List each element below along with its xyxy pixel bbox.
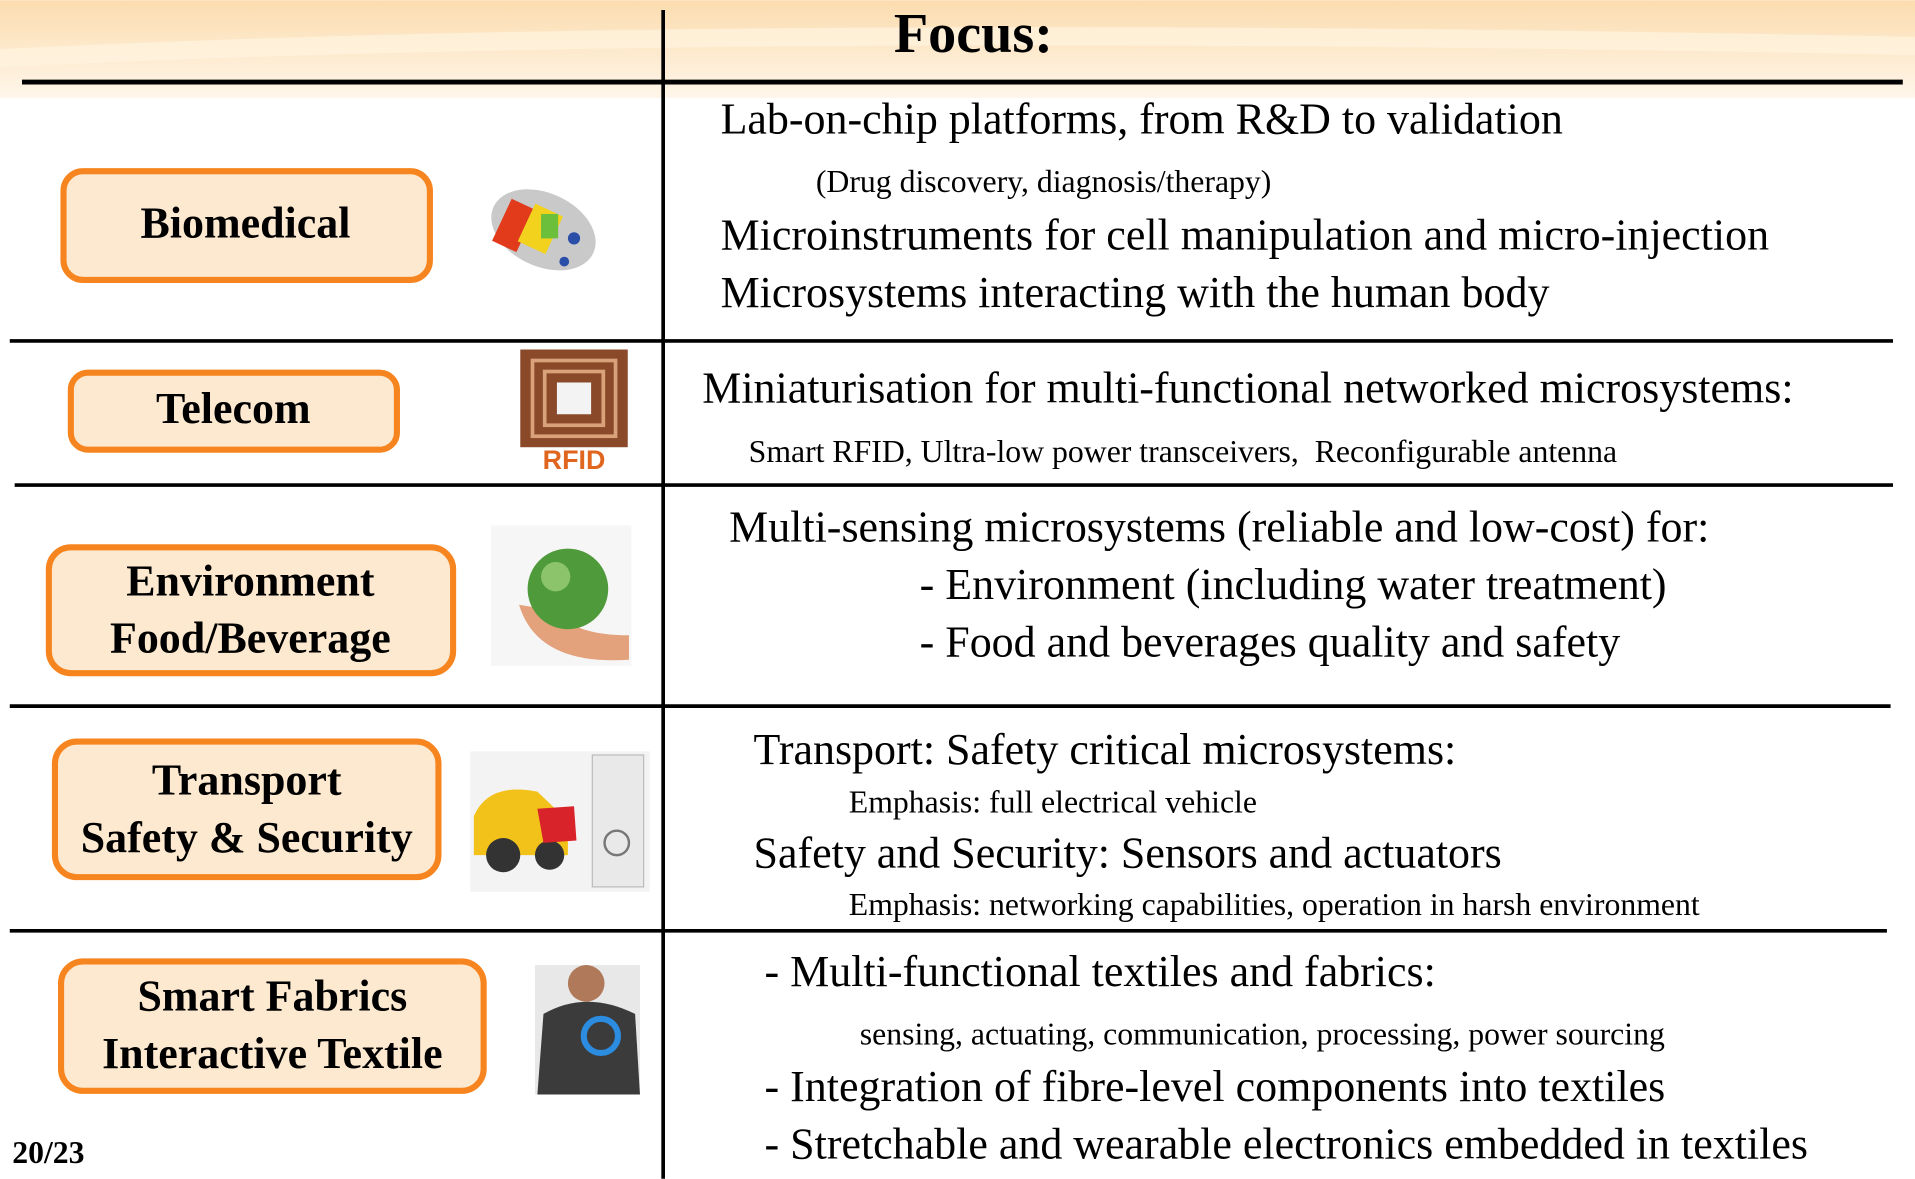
row-label: Safety & Security — [81, 813, 413, 862]
focus-detail: sensing, actuating, communication, proce… — [860, 1016, 1665, 1051]
focus-detail: (Drug discovery, diagnosis/therapy) — [816, 164, 1272, 199]
label-box — [51, 738, 442, 881]
focus-detail: Emphasis: networking capabilities, opera… — [849, 887, 1700, 922]
label-box — [67, 369, 400, 453]
car-icon — [470, 751, 650, 892]
jacket-icon — [534, 965, 640, 1095]
focus-line: Microinstruments for cell manipulation a… — [721, 211, 1770, 260]
page-number: 20/23 — [12, 1135, 84, 1170]
focus-line: - Stretchable and wearable electronics e… — [765, 1119, 1808, 1168]
focus-line: Transport: Safety critical microsystems: — [754, 725, 1457, 774]
row-label: Transport — [152, 755, 342, 804]
focus-detail: Emphasis: full electrical vehicle — [849, 784, 1257, 819]
capsule-icon — [491, 189, 596, 271]
label-box — [60, 168, 433, 283]
row-label: Environment — [126, 556, 375, 605]
focus-line: Miniaturisation for multi-functional net… — [702, 363, 1793, 412]
row-label: Telecom — [156, 384, 311, 433]
row-label: Biomedical — [140, 198, 350, 247]
focus-line: - Food and beverages quality and safety — [920, 617, 1621, 666]
row-label: Smart Fabrics — [137, 972, 407, 1021]
icon-text: RFID — [543, 445, 606, 475]
row-label: Interactive Textile — [102, 1029, 443, 1078]
focus-line: - Multi-functional textiles and fabrics: — [765, 947, 1436, 996]
header-title: Focus: — [894, 3, 1053, 65]
focus-line: Microsystems interacting with the human … — [721, 268, 1550, 317]
row-label: Food/Beverage — [110, 614, 391, 663]
globe-icon — [490, 525, 632, 666]
label-box — [45, 544, 457, 677]
focus-line: Multi-sensing microsystems (reliable and… — [729, 503, 1709, 552]
rfid-icon: RFID — [520, 349, 628, 475]
focus-line: - Integration of fibre-level components … — [765, 1062, 1666, 1111]
header-swoosh — [0, 27, 1915, 68]
label-box — [58, 958, 487, 1094]
focus-line: Lab-on-chip platforms, from R&D to valid… — [721, 95, 1563, 144]
focus-detail: Smart RFID, Ultra-low power transceivers… — [749, 434, 1617, 469]
focus-line: - Environment (including water treatment… — [920, 560, 1667, 609]
focus-line: Safety and Security: Sensors and actuato… — [754, 829, 1502, 878]
